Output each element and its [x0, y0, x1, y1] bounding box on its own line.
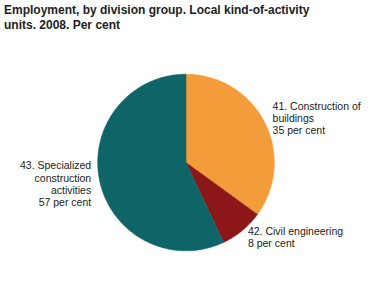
svg-text:41. Construction ofbuildings35: 41. Construction ofbuildings35 per cent: [273, 100, 361, 136]
svg-text:42. Civil engineering8 per cen: 42. Civil engineering8 per cent: [248, 225, 343, 249]
svg-text:43. Specializedconstructionact: 43. Specializedconstructionactivities57 …: [20, 159, 91, 207]
html-text:Employment, by division group.: Employment, by division group. Local kin…: [4, 3, 310, 32]
